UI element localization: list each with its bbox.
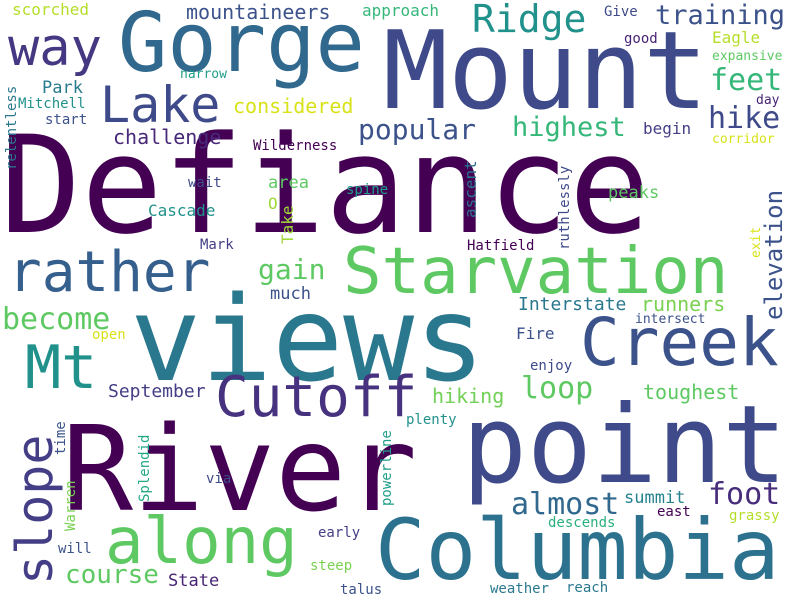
word-take: Take <box>278 205 297 244</box>
word-warren: Warren <box>63 480 79 531</box>
word-spine: spine <box>346 182 389 198</box>
word-training: training <box>655 0 786 31</box>
word-river: River <box>62 400 418 538</box>
word-highest: highest <box>512 112 626 143</box>
word-o: O <box>268 194 278 213</box>
word-mount: Mount <box>383 9 709 134</box>
word-narrow: narrow <box>180 67 227 82</box>
word-start: start <box>45 112 88 128</box>
word-along: along <box>105 505 298 579</box>
word-rather: rather <box>8 240 211 305</box>
word-elevation: elevation <box>760 189 788 320</box>
word-time: time <box>53 421 69 455</box>
word-plenty: plenty <box>406 412 457 428</box>
word-gain: gain <box>258 253 326 286</box>
word-ridge: Ridge <box>472 0 587 41</box>
word-wilderness: Wilderness <box>253 138 338 154</box>
word-course: course <box>65 560 159 590</box>
word-considered: considered <box>233 94 354 118</box>
word-feet: feet <box>710 63 783 98</box>
word-park: Park <box>42 78 83 98</box>
word-mitchell: Mitchell <box>18 96 86 112</box>
word-toughest: toughest <box>643 380 740 404</box>
word-ruthlessly: ruthlessly <box>557 165 573 250</box>
word-popular: popular <box>358 113 477 146</box>
word-east: east <box>657 504 691 520</box>
word-much: much <box>270 284 311 304</box>
word-gorge: Gorge <box>118 0 365 91</box>
word-descends: descends <box>548 515 616 531</box>
word-wait: wait <box>188 175 222 191</box>
word-exit: exit <box>749 226 764 258</box>
word-mountaineers: mountaineers <box>186 0 331 24</box>
word-mark: Mark <box>200 237 234 253</box>
word-cutoff: Cutoff <box>215 365 418 430</box>
word-almost: almost <box>511 487 620 522</box>
word-day: day <box>756 93 780 108</box>
word-give: Give <box>604 4 638 20</box>
word-creek: Creek <box>580 304 779 381</box>
word-expansive: expansive <box>712 49 783 64</box>
word-point: point <box>462 383 788 508</box>
word-area: area <box>268 173 309 193</box>
word-talus: talus <box>340 582 383 598</box>
word-via: via <box>206 471 232 487</box>
word-slope: slope <box>6 434 64 585</box>
word-state: State <box>168 571 220 591</box>
word-peaks: peaks <box>608 183 660 203</box>
word-corridor: corridor <box>712 132 775 147</box>
word-open: open <box>92 327 126 343</box>
word-powerline: powerline <box>379 430 395 506</box>
word-steep: steep <box>310 558 353 574</box>
word-columbia: Columbia <box>375 501 780 599</box>
word-scorched: scorched <box>12 0 90 19</box>
word-lake: Lake <box>100 76 221 134</box>
word-reach: reach <box>566 580 609 596</box>
word-hike: hike <box>708 101 781 136</box>
word-hiking: hiking <box>432 384 505 408</box>
word-begin: begin <box>643 119 692 138</box>
word-ascent: ascent <box>461 160 480 218</box>
word-eagle: Eagle <box>712 28 761 47</box>
word-foot: foot <box>708 477 781 512</box>
word-approach: approach <box>362 1 440 20</box>
word-cascade: Cascade <box>148 201 216 220</box>
word-become: become <box>2 302 111 337</box>
word-way: way <box>8 18 102 78</box>
word-summit: summit <box>624 488 686 508</box>
word-grassy: grassy <box>729 508 780 524</box>
word-relentless: relentless <box>4 85 20 170</box>
word-views: views <box>130 270 486 408</box>
word-good: good <box>624 31 658 47</box>
word-splendid: Splendid <box>137 434 153 502</box>
word-interstate: Interstate <box>518 294 627 315</box>
word-mt: Mt <box>25 333 98 403</box>
word-challenge: challenge <box>113 125 222 149</box>
word-defiance: Defiance <box>0 107 651 264</box>
word-loop: loop <box>521 371 594 406</box>
word-runners: runners <box>641 292 726 316</box>
word-fire: Fire <box>516 324 555 343</box>
word-september: September <box>108 381 206 402</box>
word-hatfield: Hatfield <box>467 238 535 254</box>
word-weather: weather <box>490 581 550 597</box>
word-starvation: Starvation <box>343 235 729 309</box>
word-enjoy: enjoy <box>530 358 573 374</box>
word-will: will <box>58 541 92 557</box>
word-intersect: intersect <box>635 312 706 327</box>
word-early: early <box>318 525 361 541</box>
